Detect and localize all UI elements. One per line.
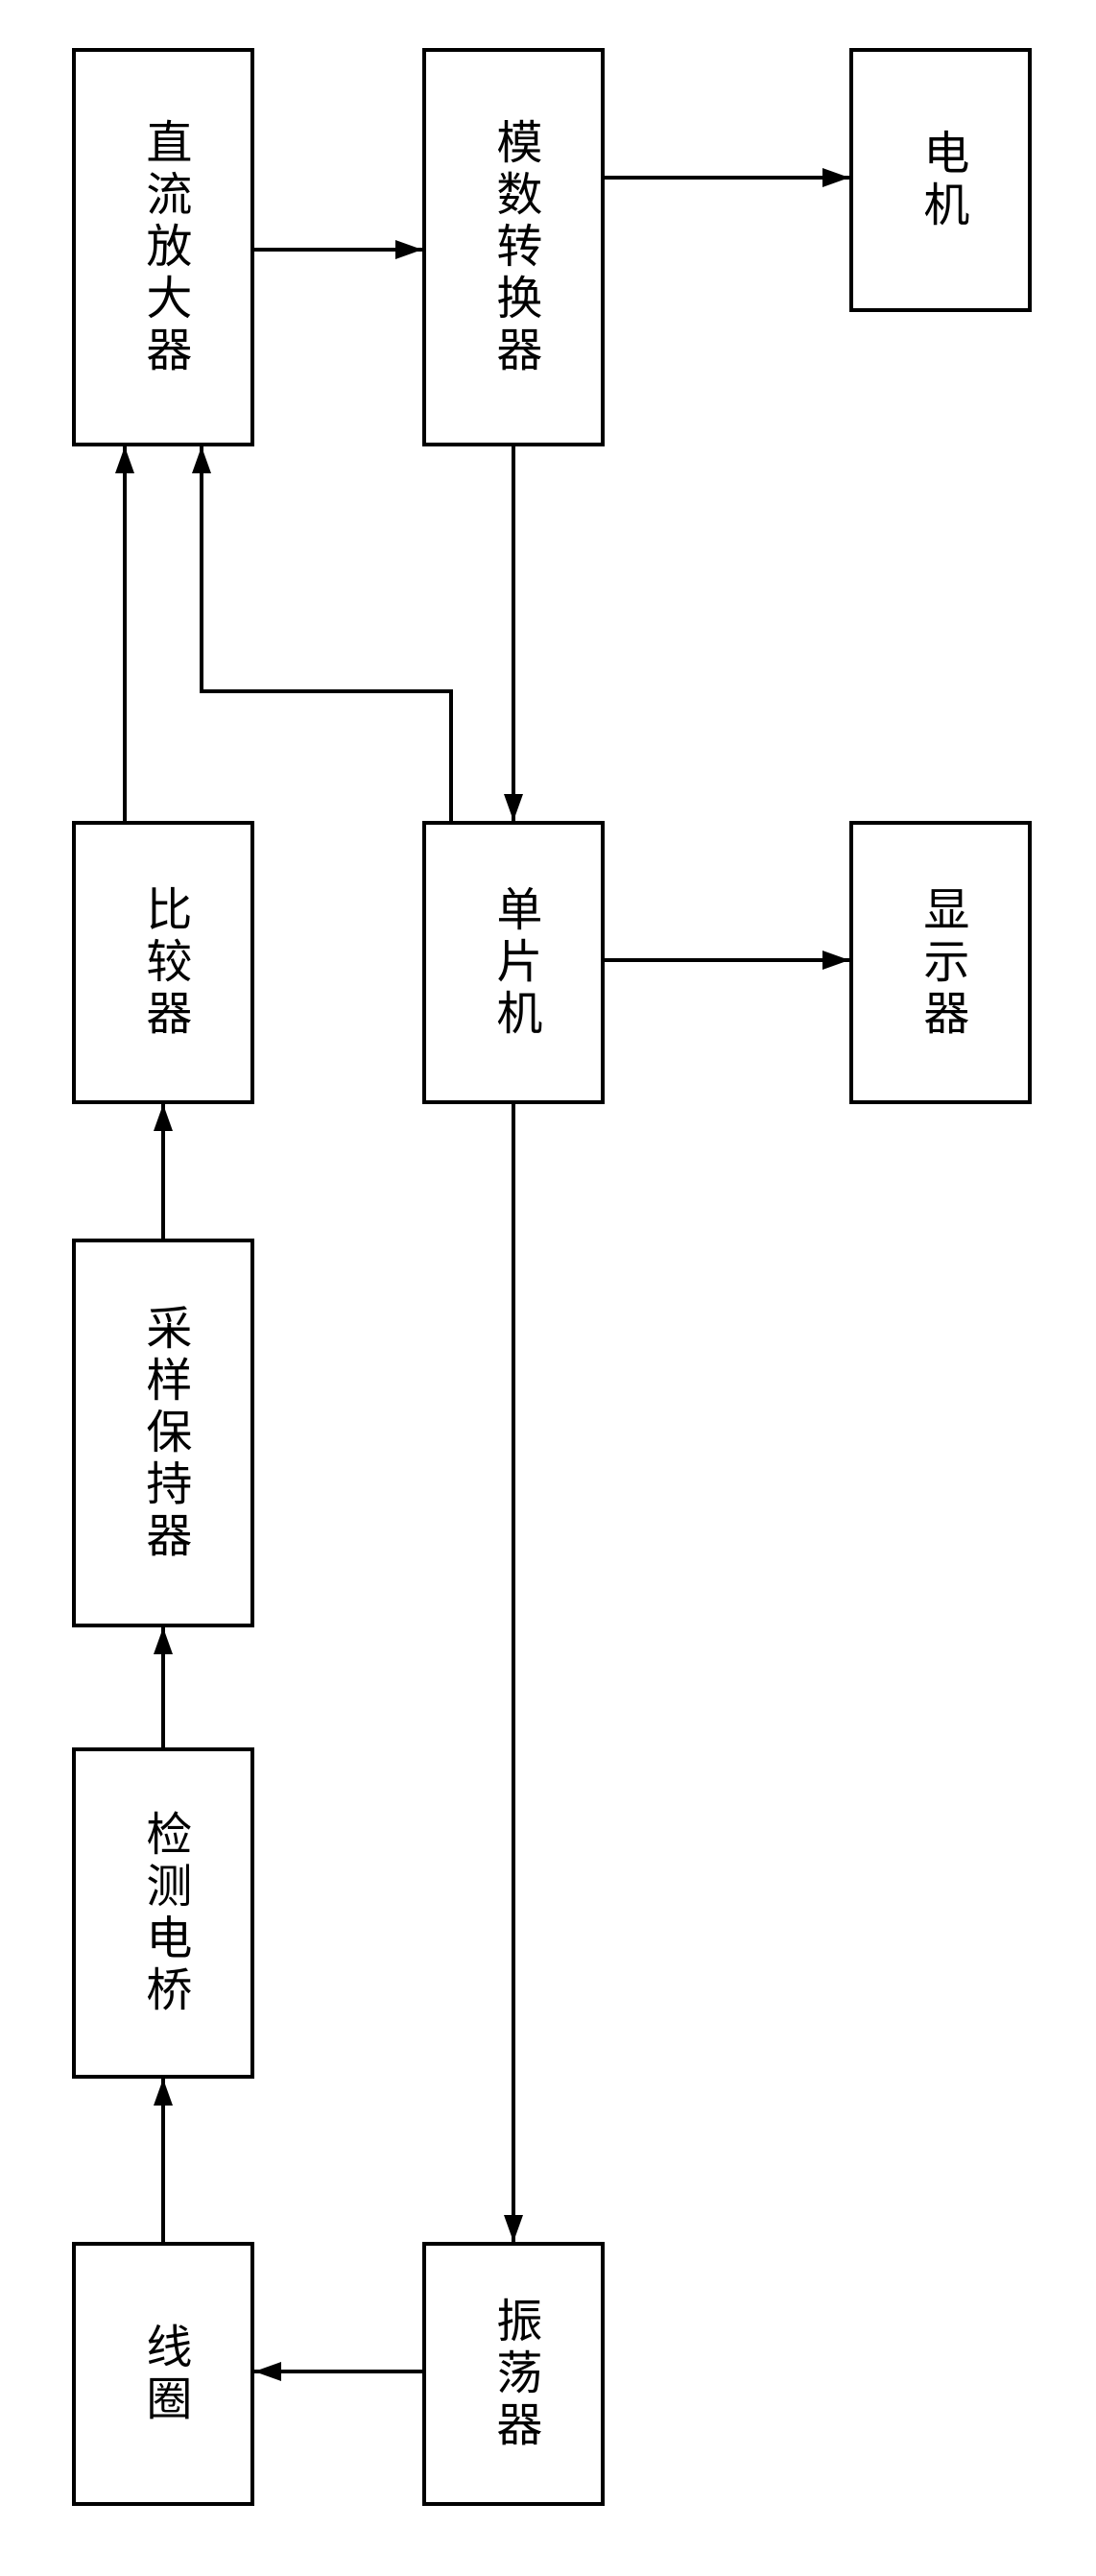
node-comparator: 比较器	[72, 821, 254, 1104]
node-label: 显示器	[916, 885, 966, 1041]
arrowhead-adc-mcu	[504, 794, 523, 821]
arrowhead-bridge-sample_hold	[154, 1627, 173, 1654]
arrowhead-coil-bridge	[154, 2079, 173, 2106]
arrowhead-adc-motor	[822, 168, 849, 187]
arrowhead-mcu-display	[822, 951, 849, 970]
node-label: 检测电桥	[138, 1810, 189, 2017]
node-label: 比较器	[138, 885, 189, 1041]
node-motor: 电机	[849, 48, 1032, 312]
node-label: 采样保持器	[138, 1304, 189, 1563]
arrowhead-mcu-oscillator	[504, 2215, 523, 2242]
node-dc_amp: 直流放大器	[72, 48, 254, 446]
diagram-canvas: 线圈 检测电桥 采样保持器 比较器 直流放大器振荡器 单片机 模数转换器显示器 电机	[0, 0, 1096, 2576]
node-display: 显示器	[849, 821, 1032, 1104]
node-label: 模数转换器	[488, 118, 539, 377]
node-coil: 线圈	[72, 2242, 254, 2506]
node-oscillator: 振荡器	[422, 2242, 605, 2506]
node-label: 单片机	[488, 885, 539, 1041]
arrowhead-dc_amp-adc	[395, 240, 422, 259]
arrowhead-sample_hold-comparator	[154, 1104, 173, 1131]
node-mcu: 单片机	[422, 821, 605, 1104]
arrowhead-comparator-dc_amp	[115, 446, 134, 473]
node-sample_hold: 采样保持器	[72, 1239, 254, 1627]
node-bridge: 检测电桥	[72, 1747, 254, 2079]
node-label: 振荡器	[488, 2297, 539, 2452]
edge-mcu-dc_amp	[202, 446, 451, 821]
node-adc: 模数转换器	[422, 48, 605, 446]
node-label: 直流放大器	[138, 118, 189, 377]
node-label: 线圈	[138, 2323, 189, 2426]
arrowhead-mcu-dc_amp	[192, 446, 211, 473]
arrowhead-oscillator-coil	[254, 2362, 281, 2381]
node-label: 电机	[916, 129, 966, 232]
